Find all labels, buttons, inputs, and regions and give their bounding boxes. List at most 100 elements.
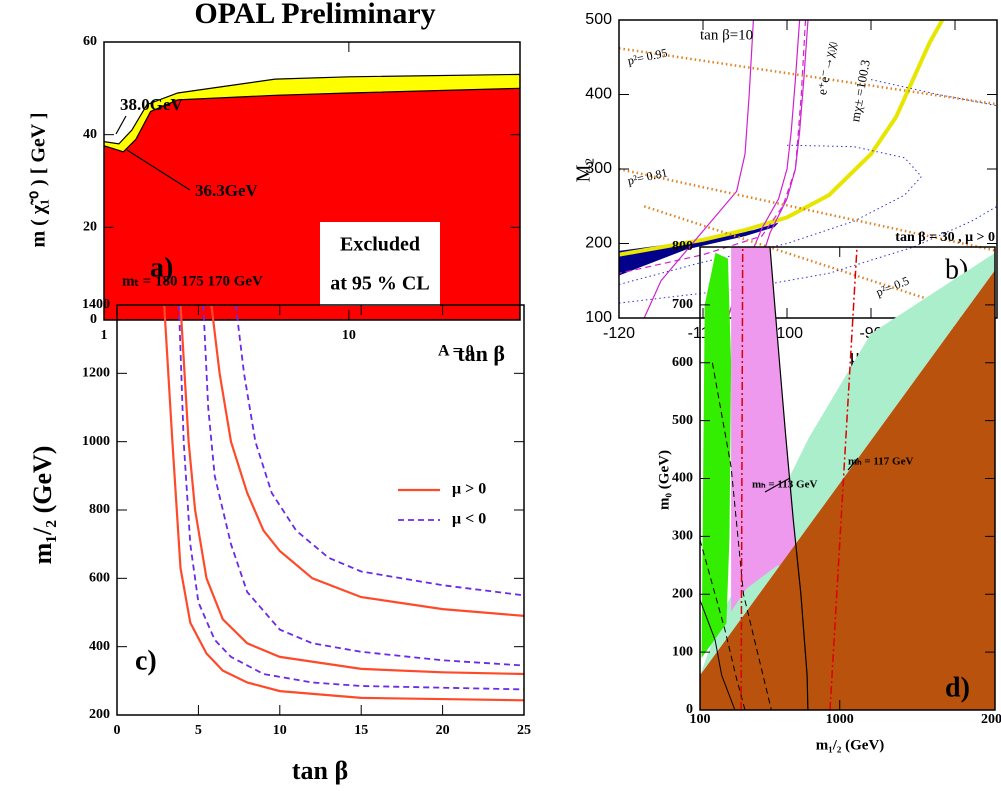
y-tick-label: 100 xyxy=(672,644,693,659)
chart-title: OPAL Preliminary xyxy=(194,0,435,30)
curve xyxy=(870,79,997,107)
y-tick-label: 0 xyxy=(686,702,693,717)
annotation: mₕ = 113 GeV xyxy=(752,479,817,491)
curve xyxy=(163,305,524,702)
curve xyxy=(619,205,997,304)
x-tick-label: 5 xyxy=(195,723,202,738)
y-tick-label: 300 xyxy=(585,160,612,177)
y-tick-label: 800 xyxy=(89,502,110,517)
curve xyxy=(769,247,809,710)
y-tick-label: 600 xyxy=(89,571,110,586)
x-tick-label: -100 xyxy=(771,325,803,342)
annotation: mₜ = 180 175 170 GeV xyxy=(122,273,263,289)
curve xyxy=(619,167,997,253)
legend-label: μ < 0 xyxy=(452,511,486,528)
region xyxy=(700,270,995,710)
chart-title: tan β = 30 , μ > 0 xyxy=(895,230,995,245)
y-tick-label: 20 xyxy=(83,220,97,235)
annotation: 38.0GeV xyxy=(120,95,184,114)
x-axis-label: tan β xyxy=(457,341,505,366)
arrow xyxy=(764,477,791,493)
x-axis-label: μ xyxy=(850,346,861,368)
y-tick-label: 700 xyxy=(672,297,693,312)
y-tick-label: 400 xyxy=(672,471,693,486)
y-tick-label: 800 xyxy=(672,239,693,254)
curve xyxy=(178,305,524,691)
y-tick-label: 200 xyxy=(89,707,110,722)
y-tick-label: 400 xyxy=(585,86,612,103)
arrow xyxy=(126,149,191,191)
y-tick-label: 500 xyxy=(672,413,693,428)
y-tick-label: 1400 xyxy=(82,297,110,312)
y-tick-label: 300 xyxy=(672,529,693,544)
y-tick-label: 40 xyxy=(83,127,97,142)
curve xyxy=(619,20,807,274)
x-tick-label: -120 xyxy=(603,325,635,342)
arrow xyxy=(847,457,859,471)
frame xyxy=(618,19,998,319)
y-axis-label: m ( χ̃₁⁰ ) [ GeV ] xyxy=(28,112,50,247)
plot-area xyxy=(163,305,524,702)
plot-area xyxy=(619,20,997,318)
annotation: Excluded xyxy=(340,234,420,256)
annotation: p²= 0.81 xyxy=(626,166,668,188)
annotation: a) xyxy=(150,252,173,283)
x-tick-label: 25 xyxy=(517,723,531,738)
curve xyxy=(700,599,736,710)
annotation: e⁺e⁻→χᵢχⱼ xyxy=(814,40,838,96)
region xyxy=(701,252,732,658)
region xyxy=(700,252,995,676)
x-tick-label: 20 xyxy=(436,723,450,738)
curve xyxy=(829,247,858,710)
x-tick-label: 1000 xyxy=(826,712,854,727)
annotation: d) xyxy=(945,672,970,703)
x-axis-label: tan β xyxy=(292,756,348,785)
x-tick-label: 100 xyxy=(690,712,711,727)
curve xyxy=(619,47,997,106)
y-tick-label: 1000 xyxy=(82,434,110,449)
x-tick-label: 15 xyxy=(354,723,368,738)
x-tick-label: 0 xyxy=(114,723,121,738)
y-axis-label: m₁/₂ (GeV) xyxy=(28,446,57,565)
curve xyxy=(179,305,524,676)
y-axis-label: M₂ xyxy=(573,158,595,183)
x-tick-label: 10 xyxy=(342,328,356,343)
curve xyxy=(643,205,990,318)
curve xyxy=(740,247,744,710)
y-axis-label: m₀ (GeV) xyxy=(656,450,672,510)
y-tick-label: 500 xyxy=(585,11,612,28)
curve xyxy=(234,305,524,597)
y-tick-label: 1200 xyxy=(82,366,110,381)
y-tick-label: 60 xyxy=(83,34,97,49)
curve xyxy=(643,20,754,318)
annotation: mχ± =100.3 xyxy=(847,59,873,124)
frame xyxy=(103,41,521,321)
curve xyxy=(210,305,524,617)
label-box xyxy=(320,222,440,306)
plot-area xyxy=(700,247,995,710)
arrow xyxy=(115,115,127,135)
curve xyxy=(711,362,772,710)
y-tick-label: 400 xyxy=(89,639,110,654)
annotation: tan β=10 xyxy=(700,27,753,43)
y-tick-label: 200 xyxy=(585,235,612,252)
x-tick-label: 10 xyxy=(273,723,287,738)
x-axis-label: m₁/₂ (GeV) xyxy=(816,737,885,753)
y-tick-label: 0 xyxy=(90,312,97,327)
annotation: at 95 % CL xyxy=(330,273,429,295)
y-tick-label: 200 xyxy=(672,586,693,601)
annotation: A = 0 xyxy=(438,343,474,360)
annotation: p²= 0.5 xyxy=(874,273,911,299)
y-tick-label: 600 xyxy=(672,355,693,370)
annotation: mₕ = 117 GeV xyxy=(848,456,913,468)
region xyxy=(731,247,800,612)
annotation: c) xyxy=(135,645,157,676)
legend-label: μ > 0 xyxy=(452,481,486,498)
annotation: 36.3GeV xyxy=(195,181,259,200)
annotation: p²= 0.95 xyxy=(626,46,668,68)
x-tick-label: 1 xyxy=(101,328,108,343)
region xyxy=(619,222,779,276)
